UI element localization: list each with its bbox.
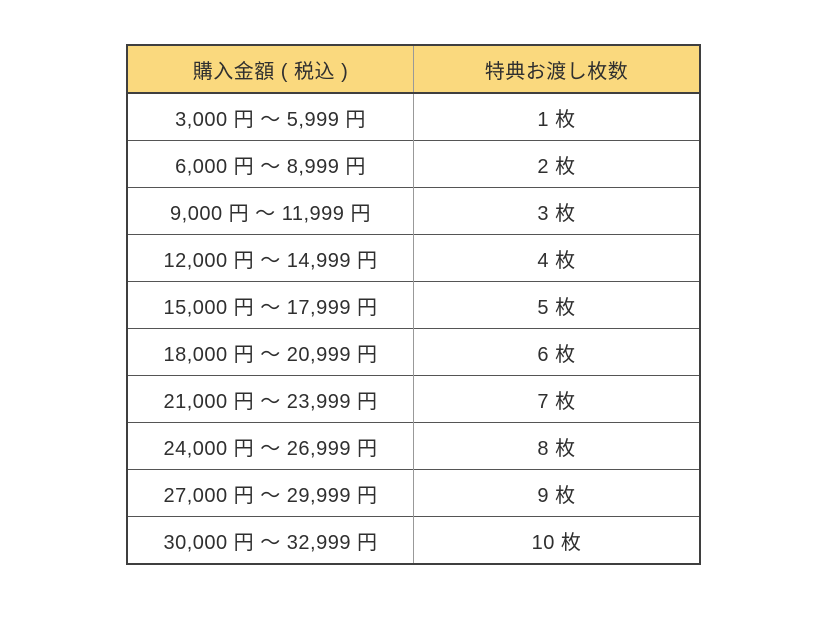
bonus-count-cell: 8 枚 [413, 422, 700, 470]
bonus-count-cell: 3 枚 [413, 187, 700, 235]
table-row: 24,000 円 〜 26,999 円 8 枚 [127, 422, 700, 470]
amount-range-cell: 6,000 円 〜 8,999 円 [127, 140, 414, 188]
table-row: 27,000 円 〜 29,999 円 9 枚 [127, 469, 700, 517]
amount-range-cell: 3,000 円 〜 5,999 円 [127, 93, 414, 141]
bonus-count-cell: 6 枚 [413, 328, 700, 376]
table-header: 購入金額 ( 税込 ) 特典お渡し枚数 [127, 45, 700, 94]
amount-range-cell: 15,000 円 〜 17,999 円 [127, 281, 414, 329]
amount-range-cell: 18,000 円 〜 20,999 円 [127, 328, 414, 376]
bonus-count-cell: 10 枚 [413, 516, 700, 564]
bonus-count-cell: 2 枚 [413, 140, 700, 188]
amount-range-cell: 27,000 円 〜 29,999 円 [127, 469, 414, 517]
table-row: 6,000 円 〜 8,999 円 2 枚 [127, 140, 700, 188]
table-row: 3,000 円 〜 5,999 円 1 枚 [127, 93, 700, 141]
purchase-bonus-table: 購入金額 ( 税込 ) 特典お渡し枚数 3,000 円 〜 5,999 円 1 … [126, 44, 701, 565]
table-row: 21,000 円 〜 23,999 円 7 枚 [127, 375, 700, 423]
amount-range-cell: 24,000 円 〜 26,999 円 [127, 422, 414, 470]
amount-range-cell: 30,000 円 〜 32,999 円 [127, 516, 414, 564]
bonus-count-cell: 5 枚 [413, 281, 700, 329]
bonus-count-cell: 1 枚 [413, 93, 700, 141]
amount-range-cell: 21,000 円 〜 23,999 円 [127, 375, 414, 423]
table-row: 12,000 円 〜 14,999 円 4 枚 [127, 234, 700, 282]
table-row: 30,000 円 〜 32,999 円 10 枚 [127, 516, 700, 564]
table-row: 18,000 円 〜 20,999 円 6 枚 [127, 328, 700, 376]
header-bonus-count: 特典お渡し枚数 [413, 45, 700, 94]
header-purchase-amount: 購入金額 ( 税込 ) [127, 45, 414, 94]
table-body: 3,000 円 〜 5,999 円 1 枚 6,000 円 〜 8,999 円 … [127, 93, 700, 564]
bonus-count-cell: 4 枚 [413, 234, 700, 282]
header-row: 購入金額 ( 税込 ) 特典お渡し枚数 [127, 45, 700, 94]
amount-range-cell: 9,000 円 〜 11,999 円 [127, 187, 414, 235]
bonus-count-cell: 9 枚 [413, 469, 700, 517]
table-row: 15,000 円 〜 17,999 円 5 枚 [127, 281, 700, 329]
bonus-count-cell: 7 枚 [413, 375, 700, 423]
table-row: 9,000 円 〜 11,999 円 3 枚 [127, 187, 700, 235]
amount-range-cell: 12,000 円 〜 14,999 円 [127, 234, 414, 282]
